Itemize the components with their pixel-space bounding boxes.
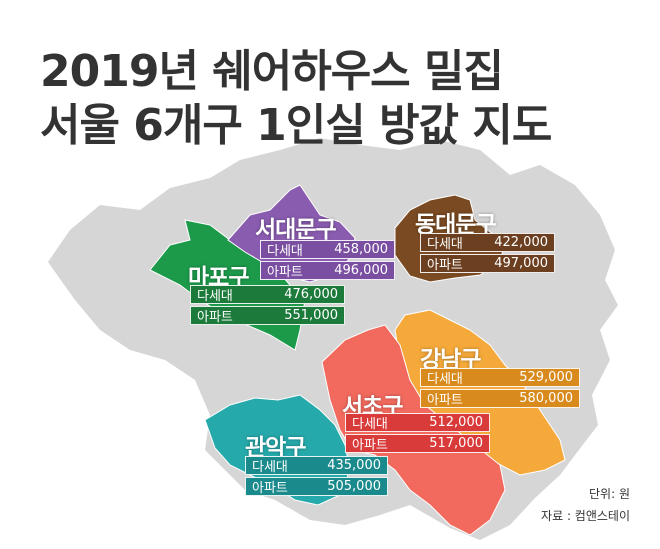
title-line-1: 2019년 쉐어하우스 밀집 (40, 46, 504, 97)
price-row: 다세대 435,000 (245, 456, 388, 475)
price-type: 아파트 (427, 393, 463, 408)
price-value: 517,000 (429, 436, 483, 451)
price-row: 아파트 580,000 (420, 389, 580, 408)
price-type: 아파트 (252, 481, 288, 496)
price-table-gangnam: 다세대 529,000 아파트 580,000 (420, 368, 580, 410)
price-row: 아파트 497,000 (420, 254, 555, 273)
price-value: 505,000 (327, 479, 381, 494)
price-table-seocho: 다세대 512,000 아파트 517,000 (345, 413, 490, 455)
price-type: 다세대 (252, 460, 288, 475)
price-type: 다세대 (267, 244, 303, 259)
price-type: 아파트 (352, 438, 388, 453)
price-row: 다세대 529,000 (420, 368, 580, 387)
price-table-seodaemun: 다세대 458,000 아파트 496,000 (260, 240, 395, 282)
district-name-seodaemun: 서대문구 (255, 217, 337, 243)
price-type: 아파트 (197, 310, 233, 325)
price-value: 496,000 (334, 263, 388, 278)
price-table-mapo: 다세대 476,000 아파트 551,000 (190, 285, 345, 327)
price-type: 아파트 (267, 265, 303, 280)
price-value: 476,000 (284, 287, 338, 302)
price-row: 아파트 551,000 (190, 306, 345, 325)
price-value: 580,000 (519, 391, 573, 406)
price-value: 435,000 (327, 458, 381, 473)
price-table-gwanak: 다세대 435,000 아파트 505,000 (245, 456, 388, 498)
source-note: 자료 : 컴앤스테이 (541, 509, 630, 523)
price-type: 아파트 (427, 258, 463, 273)
price-row: 아파트 505,000 (245, 477, 388, 496)
price-row: 다세대 458,000 (260, 240, 395, 259)
price-row: 다세대 512,000 (345, 413, 490, 432)
price-value: 529,000 (519, 370, 573, 385)
price-value: 458,000 (334, 242, 388, 257)
price-value: 422,000 (494, 235, 548, 250)
price-type: 다세대 (352, 417, 388, 432)
price-type: 다세대 (427, 372, 463, 387)
price-row: 아파트 517,000 (345, 434, 490, 453)
price-value: 512,000 (429, 415, 483, 430)
price-type: 다세대 (427, 237, 463, 252)
price-row: 다세대 476,000 (190, 285, 345, 304)
unit-note: 단위: 원 (589, 487, 630, 501)
price-table-dongdaemun: 다세대 422,000 아파트 497,000 (420, 233, 555, 275)
title-line-2: 서울 6개구 1인실 방값 지도 (40, 100, 552, 151)
price-row: 다세대 422,000 (420, 233, 555, 252)
price-value: 551,000 (284, 308, 338, 323)
price-row: 아파트 496,000 (260, 261, 395, 280)
price-type: 다세대 (197, 289, 233, 304)
price-value: 497,000 (494, 256, 548, 271)
